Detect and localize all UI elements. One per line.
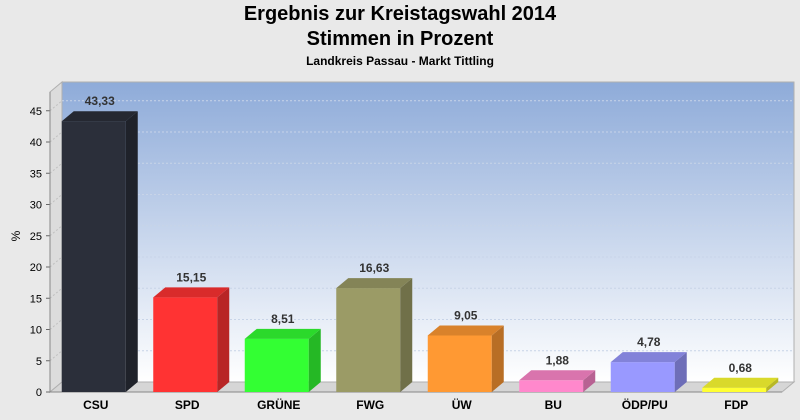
bar-value-label: 9,05 <box>454 308 478 322</box>
y-tick-label: 45 <box>30 106 42 118</box>
y-tick-label: 40 <box>30 137 42 149</box>
bar-value-label: 1,88 <box>546 353 570 367</box>
bar-front <box>519 380 584 392</box>
bar-top <box>519 370 596 381</box>
bar-top <box>610 352 687 363</box>
bar-front <box>153 297 218 392</box>
grid-line-side <box>49 287 63 299</box>
x-tick-label: BU <box>545 398 562 412</box>
grid-line-side <box>49 350 63 362</box>
grid-line-side <box>49 100 63 112</box>
grid-line-side <box>49 256 63 268</box>
y-tick-label: 25 <box>30 231 42 243</box>
bar-value-label: 0,68 <box>729 361 753 375</box>
x-tick-label: FDP <box>724 398 748 412</box>
bar-front <box>61 121 126 392</box>
bar-front <box>244 338 309 392</box>
chart-subtitle: Stimmen in Prozent <box>306 28 494 50</box>
bar-front <box>610 362 675 392</box>
bar-top <box>427 325 504 336</box>
x-tick-label: SPD <box>175 398 200 412</box>
y-tick-label: 5 <box>36 356 42 368</box>
y-tick-label: 30 <box>30 200 42 212</box>
x-tick-label: FWG <box>356 398 384 412</box>
bar-side <box>766 377 779 392</box>
bar-value-label: 4,78 <box>637 335 661 349</box>
chart-title: Ergebnis zur Kreistagswahl 2014 <box>243 3 557 25</box>
bar-front <box>702 387 767 392</box>
bar-side <box>583 370 596 392</box>
bar-side <box>125 111 138 392</box>
bar-top <box>61 111 138 122</box>
bar-side <box>491 325 504 392</box>
y-tick-label: 0 <box>36 387 42 399</box>
bar-top <box>702 377 779 388</box>
chart-caption: Landkreis Passau - Markt Tittling <box>306 54 494 68</box>
grid-line-side <box>49 131 63 143</box>
grid-line-side <box>49 194 63 205</box>
grid-line-side <box>49 162 63 174</box>
bar-value-label: 16,63 <box>359 261 389 275</box>
y-axis-label: % <box>9 230 23 241</box>
y-tick-label: 20 <box>30 262 42 274</box>
y-tick-label: 10 <box>30 325 42 337</box>
bar-top <box>244 328 321 339</box>
bar-side <box>308 328 321 392</box>
grid-line-side <box>49 225 63 237</box>
bar-front <box>427 335 492 392</box>
bar-top <box>153 287 230 298</box>
bar-value-label: 15,15 <box>176 270 206 284</box>
plot-side-wall <box>49 80 63 394</box>
bar-value-label: 8,51 <box>271 312 295 326</box>
y-tick-label: 15 <box>30 293 42 305</box>
y-tick-label: 35 <box>30 168 42 180</box>
x-tick-label: GRÜNE <box>257 397 300 412</box>
bar-front <box>336 288 401 392</box>
bar-value-label: 43,33 <box>85 94 115 108</box>
bar-side <box>674 352 687 392</box>
bar-top <box>336 278 413 289</box>
x-tick-label: ÖDP/PU <box>622 397 668 412</box>
bar-side <box>400 278 413 392</box>
x-tick-label: ÜW <box>452 397 473 412</box>
bar-side <box>217 287 230 392</box>
grid-line-side <box>49 319 63 330</box>
x-tick-label: CSU <box>83 398 108 412</box>
